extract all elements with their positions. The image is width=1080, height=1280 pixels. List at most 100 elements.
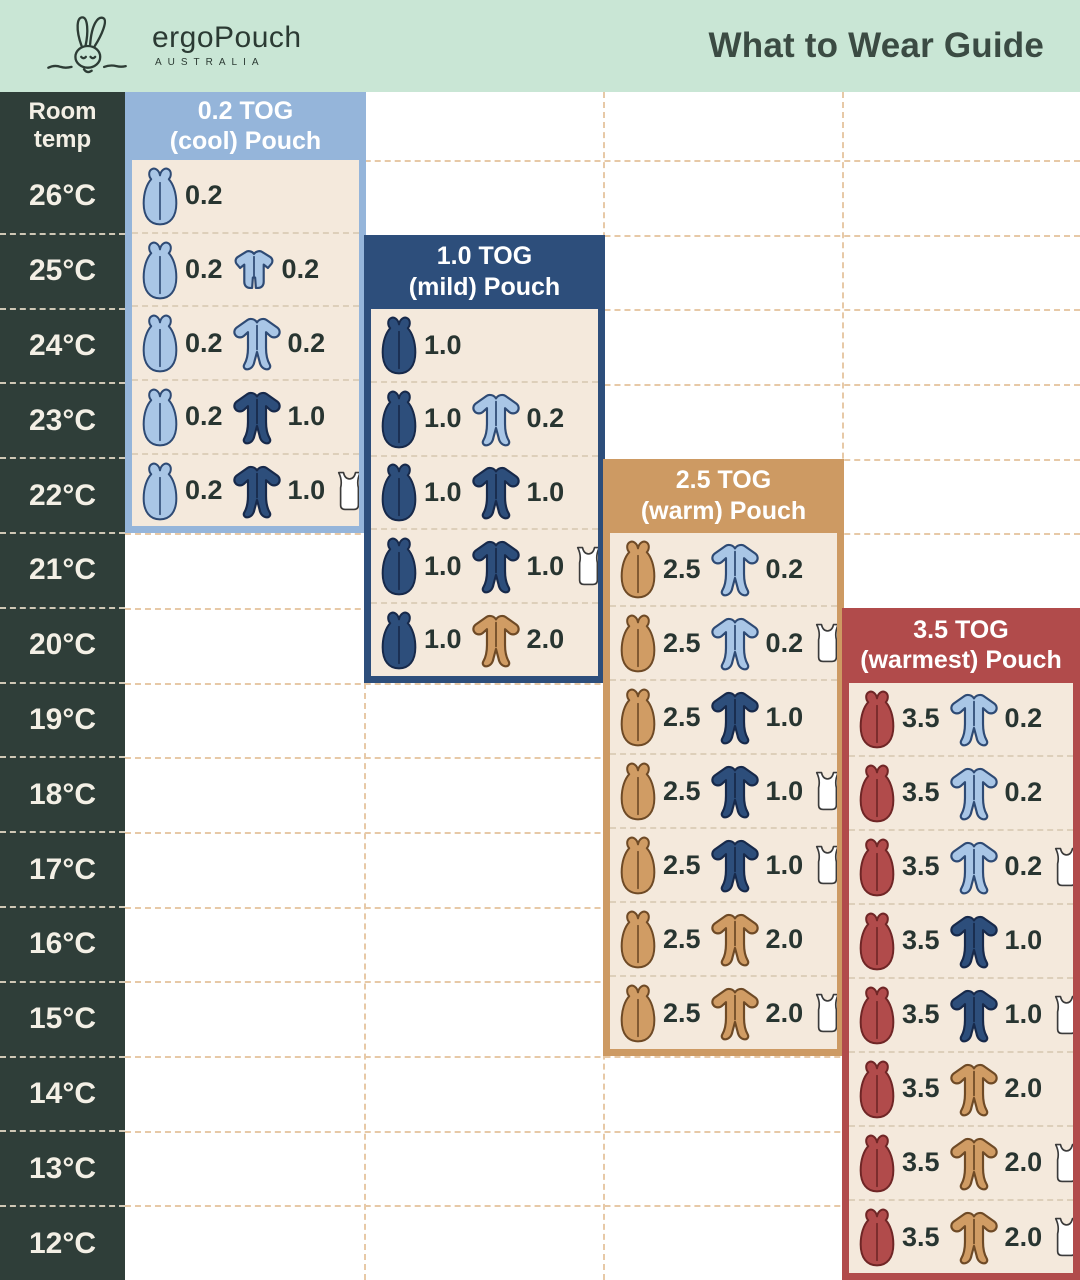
onesie-icon <box>709 688 761 746</box>
tog-value: 1.0 <box>424 329 462 360</box>
tog-value: 1.0 <box>287 475 326 506</box>
onesie-icon <box>948 986 1000 1044</box>
panel-title-line1: 1.0 TOG <box>436 242 533 271</box>
onesie-icon <box>709 614 761 672</box>
tog-value: 2.5 <box>663 997 701 1028</box>
tog-value: 2.0 <box>1004 1221 1043 1252</box>
panel-title-line1: 2.5 TOG <box>675 466 772 495</box>
panel-body-tog-0-2: 0.2 0.2 0.2 0.2 0.2 0.2 1.0 0.2 1.0 <box>132 160 359 527</box>
tog-value: 1.0 <box>1004 925 1043 956</box>
outfit-item-pouch: 2.5 <box>618 908 701 970</box>
page-title: What to Wear Guide <box>708 26 1044 65</box>
temp-cell-18c: 18°C <box>0 756 125 831</box>
tog-value: 1.0 <box>287 401 326 432</box>
tog-value: 2.5 <box>663 849 701 880</box>
panel-body-tog-1-0: 1.0 1.0 0.2 1.0 1.0 1.0 1.0 1.0 2.0 <box>371 309 598 676</box>
singlet-icon <box>1050 1140 1073 1186</box>
outfit-item-pouch: 1.0 <box>379 609 462 671</box>
bunny-icon <box>47 16 127 74</box>
grid-line-h <box>125 160 1080 162</box>
singlet-icon <box>333 468 359 514</box>
pouch-icon <box>618 908 658 970</box>
onesie-icon <box>948 1134 1000 1192</box>
outfit-item-pouch: 0.2 <box>140 386 223 448</box>
singlet-icon <box>811 620 837 666</box>
outfit-item-onesie: 1.0 <box>231 462 326 520</box>
outfit-item-pouch: 2.5 <box>618 760 701 822</box>
onesie-icon <box>948 1060 1000 1118</box>
tog-2-5-row-19c: 2.5 1.0 <box>610 679 837 753</box>
tog-value: 2.0 <box>1004 1147 1043 1178</box>
singlet-icon <box>572 543 598 589</box>
tog-value: 0.2 <box>185 401 223 432</box>
temp-cell-23c: 23°C <box>0 382 125 457</box>
outfit-item-singlet <box>1050 1214 1073 1260</box>
tog-3-5-row-16c: 3.5 1.0 <box>849 902 1073 977</box>
outfit-item-pouch: 3.5 <box>857 984 940 1046</box>
tog-value: 1.0 <box>424 624 462 655</box>
tog-value: 1.0 <box>424 403 462 434</box>
outfit-item-onesie: 1.0 <box>948 986 1042 1044</box>
header-band: ergoPouch AUSTRALIA What to Wear Guide <box>0 0 1080 92</box>
pouch-icon <box>140 312 180 374</box>
onesie-icon <box>709 540 761 598</box>
tog-0-2-row-26c: 0.2 <box>132 160 359 232</box>
tog-1-0-row-24c: 1.0 <box>371 309 598 381</box>
tog-value: 2.5 <box>663 553 701 584</box>
panel-title-line1: 3.5 TOG <box>913 615 1009 644</box>
pouch-icon <box>857 1206 897 1268</box>
onesie-icon <box>948 912 1000 970</box>
panel-header-tog-0-2: 0.2 TOG (cool) Pouch <box>132 92 359 160</box>
panel-body-tog-3-5: 3.5 0.2 3.5 0.2 3.5 0.2 3.5 1.0 3.5 1.0 3.5 2.0 3.5 2… <box>849 682 1073 1273</box>
outfit-item-onesie: 2.0 <box>948 1060 1042 1118</box>
tog-value: 0.2 <box>1004 777 1043 808</box>
outfit-item-pouch: 3.5 <box>857 1058 940 1120</box>
tog-1-0-row-20c: 1.0 2.0 <box>371 602 598 676</box>
outfit-item-onesie: 1.0 <box>470 463 564 521</box>
onesie-icon <box>470 390 522 448</box>
temp-cell-15c: 15°C <box>0 980 125 1056</box>
panel-title-line2: (warm) Pouch <box>640 496 807 525</box>
outfit-item-onesie: 1.0 <box>470 537 564 595</box>
outfit-item-onesie: 0.2 <box>948 764 1043 822</box>
tog-2-5-row-17c: 2.5 1.0 <box>610 827 837 901</box>
onesie-icon <box>709 836 761 894</box>
pouch-icon <box>140 386 180 448</box>
panel-body-tog-2-5: 2.5 0.2 2.5 0.2 2.5 1.0 2.5 1.0 2.5 1.0 2.5 2.0 2.5 2… <box>610 533 837 1049</box>
tog-value: 1.0 <box>424 476 462 507</box>
outfit-item-singlet <box>811 842 837 888</box>
room-temp-header-line1: Room <box>28 98 97 126</box>
outfit-item-onesie: 2.0 <box>709 984 803 1042</box>
tog-value: 0.2 <box>287 327 326 358</box>
outfit-item-onesie: 0.2 <box>948 690 1042 748</box>
tog-value: 0.2 <box>281 254 320 284</box>
tog-0-2-row-24c: 0.2 0.2 <box>132 305 359 379</box>
outfit-item-singlet <box>811 620 837 666</box>
tog-value: 3.5 <box>902 1147 940 1178</box>
pouch-icon <box>379 314 419 376</box>
singlet-icon <box>1050 992 1073 1038</box>
pouch-icon <box>379 535 419 597</box>
room-temp-header: Room temp <box>0 92 125 160</box>
brand-name: ergoPouch <box>152 21 302 54</box>
panel-tog-0-2: 0.2 TOG (cool) Pouch 0.2 0.2 0.2 0.2 0.2 0.2 1.0… <box>125 92 366 534</box>
brand-subtitle: AUSTRALIA <box>155 57 265 68</box>
grid-line-h <box>125 1205 1080 1208</box>
temp-cell-19c: 19°C <box>0 681 125 757</box>
tog-3-5-row-18c: 3.5 0.2 <box>849 754 1073 829</box>
outfit-item-pouch: 3.5 <box>857 1206 940 1268</box>
outfit-item-onesie: 1.0 <box>948 912 1043 970</box>
tog-value: 0.2 <box>765 627 804 658</box>
onesie-icon <box>470 463 522 521</box>
outfit-item-pouch: 1.0 <box>379 461 462 523</box>
tog-2-5-row-20c: 2.5 0.2 <box>610 605 837 679</box>
grid-line-h <box>125 906 1080 909</box>
outfit-item-singlet <box>1050 844 1073 890</box>
romper-icon <box>231 247 277 293</box>
outfit-item-onesie: 2.0 <box>948 1208 1043 1266</box>
singlet-icon <box>1050 844 1073 890</box>
tog-1-0-row-21c: 1.0 1.0 <box>371 528 598 602</box>
tog-value: 0.2 <box>765 553 804 584</box>
onesie-icon <box>709 984 761 1042</box>
